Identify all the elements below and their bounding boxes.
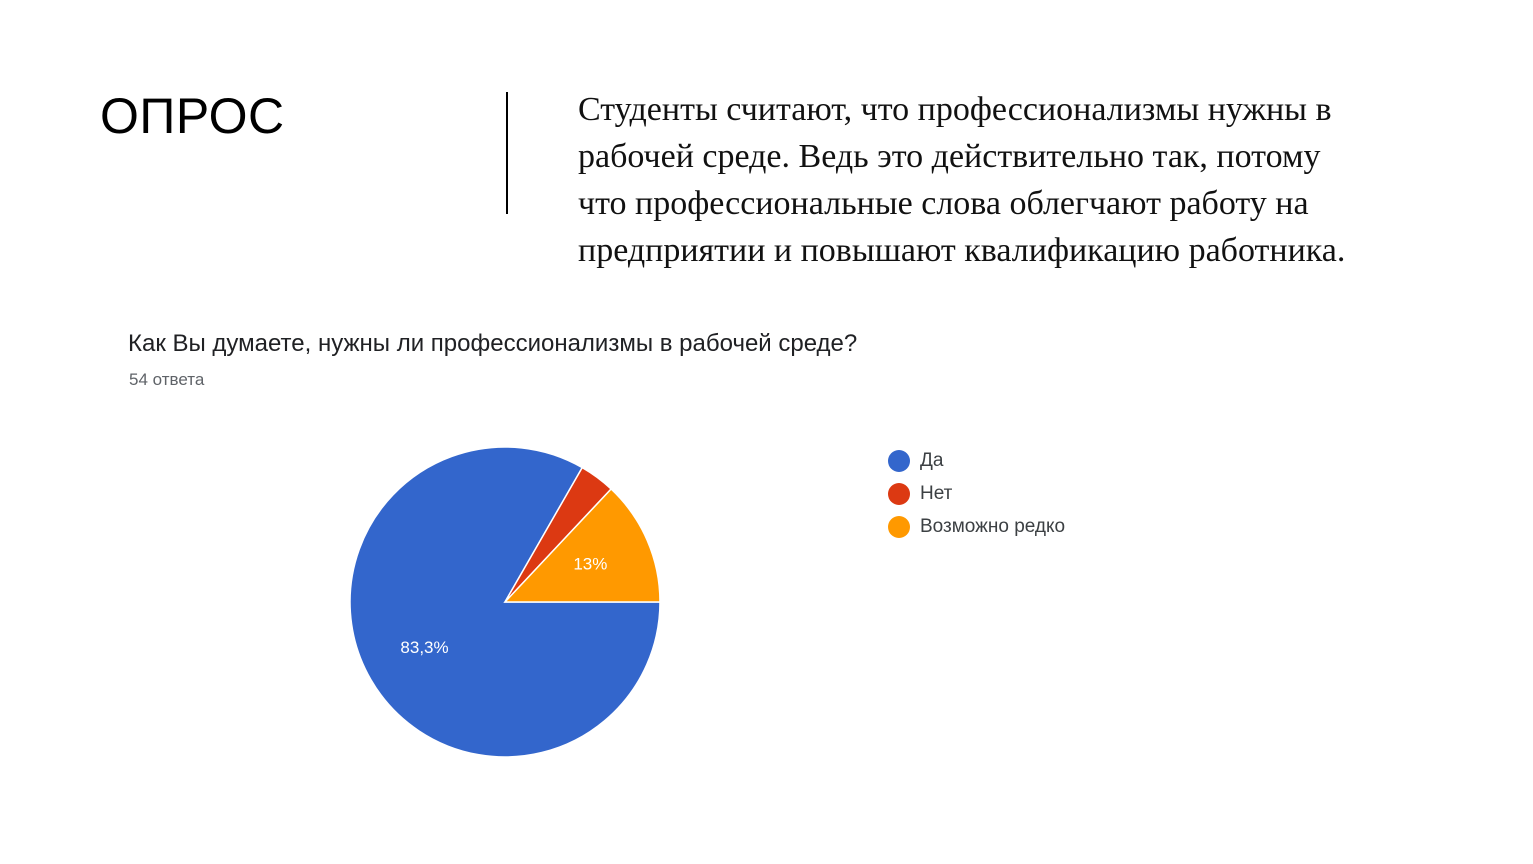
- pie-chart: 83,3% 13%: [349, 446, 661, 758]
- pie-slice-0[interactable]: [349, 446, 661, 758]
- legend-dot-icon: [888, 449, 910, 472]
- pie-slice-label-0: 83,3%: [400, 638, 448, 657]
- chart-response-count: 54 ответа: [129, 370, 205, 389]
- legend-dot-icon: [888, 515, 910, 538]
- legend-dot-icon: [888, 482, 910, 505]
- legend-item-no[interactable]: Нет: [888, 477, 1065, 510]
- body-line: предприятии и повышают квалификацию рабо…: [578, 232, 1346, 269]
- legend-item-yes[interactable]: Да: [888, 444, 1065, 477]
- chart-title: Как Вы думаете, нужны ли профессионализм…: [128, 330, 858, 357]
- slide-body-text: Студенты считают, что профессионализмы н…: [578, 86, 1438, 274]
- body-line: Студенты считают, что профессионализмы н…: [578, 91, 1332, 128]
- legend-label: Да: [920, 449, 944, 471]
- legend-item-maybe-rarely[interactable]: Возможно редко: [888, 510, 1065, 543]
- body-line: рабочей среде. Ведь это действительно та…: [578, 138, 1321, 175]
- legend-label: Нет: [920, 482, 953, 504]
- pie-slice-2[interactable]: [503, 487, 661, 603]
- legend-label: Возможно редко: [920, 515, 1066, 537]
- slide-title: ОПРОС: [100, 88, 285, 144]
- body-line: что профессиональные слова облегчают раб…: [578, 185, 1309, 222]
- pie-slice-label-2: 13%: [573, 555, 607, 574]
- vertical-divider: [506, 92, 508, 214]
- chart-legend: Да Нет Возможно редко: [888, 444, 1065, 543]
